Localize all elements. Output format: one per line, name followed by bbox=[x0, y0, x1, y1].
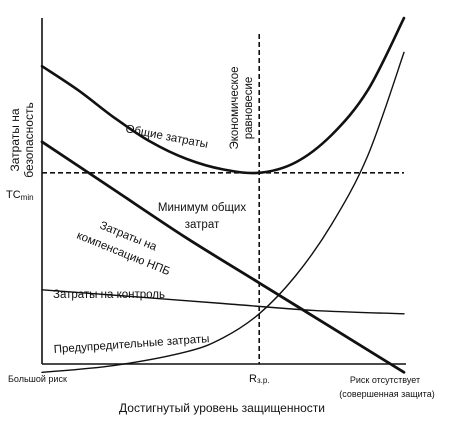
vline-label-line2: равновесие bbox=[243, 77, 255, 140]
x-tick-right-line2: (совершенная защита) bbox=[339, 389, 434, 399]
hline-label-line2: затрат bbox=[185, 219, 220, 231]
series-lines bbox=[40, 16, 406, 374]
series-label-control: Затраты на контроль bbox=[53, 289, 165, 301]
y-tick-main: TC bbox=[6, 189, 21, 201]
x-tick-mid-sub: з.р. bbox=[257, 376, 270, 385]
series-line-2 bbox=[40, 140, 406, 374]
x-tick-equilibrium: Rз.р. bbox=[249, 373, 270, 385]
series-label-preventive: Предупредительные затраты bbox=[53, 333, 209, 356]
x-axis-title: Достигнутый уровень защищенности bbox=[119, 401, 325, 415]
y-axis-title-line1: Затраты на bbox=[8, 108, 22, 171]
y-axis-title-line2: безопасность bbox=[22, 102, 36, 177]
y-tick-tcmin: TCmin bbox=[6, 189, 34, 202]
y-tick-sub: min bbox=[21, 193, 34, 202]
series-label-total: Общие затраты bbox=[124, 123, 209, 151]
x-tick-left: Большой риск bbox=[8, 374, 67, 384]
series-line-3 bbox=[41, 289, 405, 315]
reference-lines bbox=[42, 34, 404, 364]
series-line-4 bbox=[41, 51, 405, 373]
vline-label-line1: Экономическое bbox=[229, 67, 241, 150]
hline-label-line1: Минимум общих bbox=[158, 202, 246, 214]
axes bbox=[41, 18, 406, 365]
texts: Затраты на безопасность TCmin Экономичес… bbox=[6, 67, 435, 416]
x-tick-right-line1: Риск отсутствует bbox=[350, 375, 420, 385]
series-line-1 bbox=[40, 16, 406, 175]
x-tick-mid-main: R bbox=[249, 373, 257, 385]
